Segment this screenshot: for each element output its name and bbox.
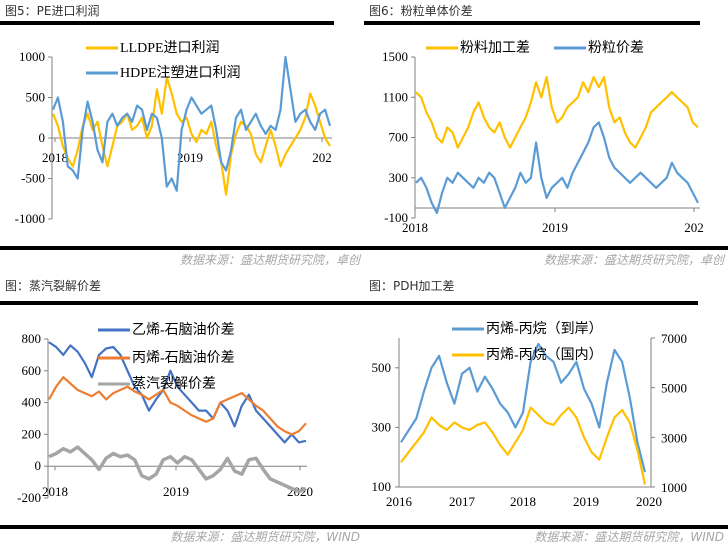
x-tick-label: 2016: [386, 494, 413, 509]
y-tick-label-right: 1000: [661, 480, 687, 495]
y-tick-label-left: 100: [372, 479, 392, 494]
y-tick-label: 1000: [19, 49, 45, 64]
x-tick-label: 202: [312, 150, 332, 165]
x-tick-label: 2020: [636, 494, 662, 509]
x-tick-label: 2019: [542, 220, 568, 235]
x-tick-label: 2018: [510, 494, 536, 509]
bottom-rule: [364, 246, 728, 250]
y-tick-label: 300: [389, 170, 409, 185]
y-tick-label: -1000: [15, 211, 45, 226]
y-tick-label: -200: [17, 490, 41, 505]
panel-powder-pellet-spread: 图6：粉粒单体价差 1500 1100 700 300 -100 2018 2019 202 粉…: [364, 0, 728, 273]
y-tick-label: -100: [384, 210, 408, 225]
panel-pe-import-profit: 图5：PE进口利润 1000 500 0 -500 -1000 2018 2019 202 LL…: [0, 0, 364, 273]
panel-title: 图6：粉粒单体价差: [369, 4, 473, 18]
y-tick-label: 700: [389, 130, 409, 145]
y-tick-label: 500: [26, 90, 46, 105]
y-tick-label: 0: [35, 458, 42, 473]
legend-label: 乙烯-石脑油价差: [132, 322, 235, 338]
y-tick-label: 0: [39, 130, 46, 145]
title-rule: [364, 21, 700, 25]
x-tick-label: 2018: [42, 484, 68, 499]
bottom-rule: [0, 525, 364, 529]
x-tick-label: 2018: [402, 220, 428, 235]
y-tick-label-left: 500: [372, 360, 392, 375]
title-rule: [0, 21, 334, 25]
legend-label: 蒸汽裂解价差: [132, 376, 216, 392]
bottom-rule: [0, 246, 364, 250]
y-tick-label-right: 5000: [661, 381, 687, 396]
panel-title: 图：PDH加工差: [369, 279, 455, 293]
series-line-1: [51, 76, 331, 196]
panel-title: 图：蒸汽裂解价差: [5, 279, 102, 293]
legend-label: 粉料加工差: [460, 40, 530, 56]
series-line-1: [48, 341, 307, 444]
panel-steam-cracking-spread: 图：蒸汽裂解价差 800 600 400 200 0 -200 2018 2019 2020 乙烯…: [0, 275, 364, 548]
source-note: 数据来源：盛达期货研究院，WIND: [170, 530, 360, 544]
series-line-2: [400, 406, 647, 485]
y-tick-label-right: 7000: [661, 331, 687, 346]
panel-title: 图5：PE进口利润: [5, 4, 100, 18]
source-note: 数据来源：盛达期货研究院，卓创: [179, 253, 360, 267]
chart-pdh-margin: 500 300 100 7000 5000 3000 1000 2016 2017 2018 201…: [372, 321, 688, 509]
y-tick-label: 1100: [382, 89, 408, 104]
y-tick-label: -500: [21, 171, 45, 186]
series-line-2: [48, 376, 307, 436]
series-line-1: [415, 76, 699, 149]
y-tick-label-right: 3000: [661, 430, 687, 445]
series-line-2: [51, 55, 332, 192]
y-tick-label: 600: [22, 363, 42, 378]
series-line-3: [48, 445, 307, 494]
x-tick-label: 2019: [177, 150, 203, 165]
legend-label: LLDPE进口利润: [120, 40, 220, 56]
series-line-1: [400, 342, 647, 473]
y-tick-label-left: 300: [372, 419, 392, 434]
title-rule: [364, 301, 698, 305]
x-tick-label: 2018: [42, 150, 68, 165]
legend-label: 丙烯-石脑油价差: [132, 350, 235, 366]
source-note: 数据来源：盛达期货研究院，卓创: [543, 253, 724, 267]
x-tick-label: 202: [684, 220, 704, 235]
chart-pe-import-profit: 1000 500 0 -500 -1000 2018 2019 202 LLDPE进口利润 HDP…: [15, 40, 332, 226]
bottom-rule: [364, 525, 728, 529]
y-tick-label: 400: [22, 395, 42, 410]
x-tick-label: 2017: [449, 494, 476, 509]
panel-pdh-margin: 图：PDH加工差 500 300 100 7000 5000 3000 1000 2016 20…: [364, 275, 728, 548]
source-note: 数据来源：盛达期货研究院，WIND: [534, 530, 724, 544]
legend-label: 丙烯-丙烷（到岸）: [486, 321, 603, 337]
series-line-2: [415, 121, 699, 215]
y-tick-label: 200: [22, 426, 42, 441]
y-tick-label: 800: [22, 331, 42, 346]
x-tick-label: 2019: [573, 494, 599, 509]
x-tick-label: 2019: [163, 484, 189, 499]
legend-label: 粉粒价差: [588, 40, 644, 56]
y-tick-label: 1500: [382, 49, 408, 64]
title-rule: [0, 301, 364, 305]
legend-label: 丙烯-丙烷（国内）: [486, 347, 603, 363]
legend-label: HDPE注塑进口利润: [120, 65, 241, 81]
